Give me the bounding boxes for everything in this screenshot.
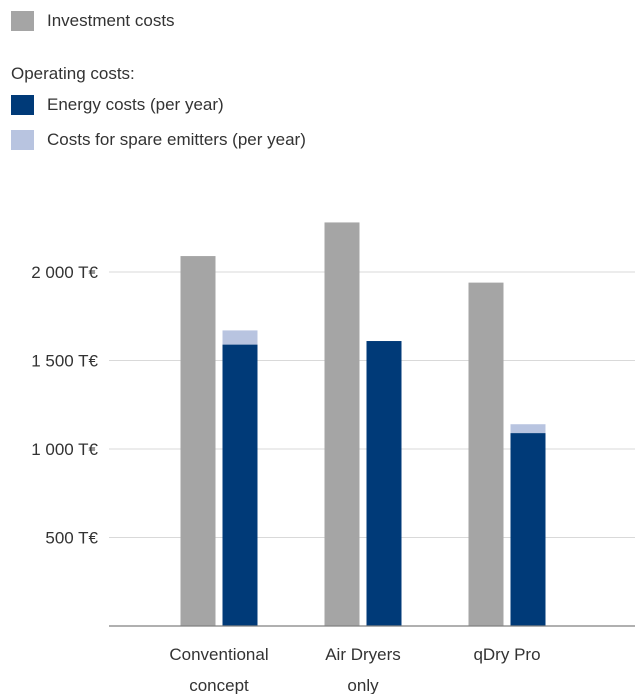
bar-spare-emitters (510, 424, 546, 434)
x-category-label: only (347, 676, 379, 694)
y-tick-label: 1 000 T€ (31, 440, 98, 459)
bar-investment (180, 256, 216, 626)
energy-swatch (11, 95, 34, 115)
x-category-label: concept (189, 676, 249, 694)
legend-item-energy: Energy costs (per year) (11, 93, 224, 117)
bar-spare-emitters (222, 330, 258, 345)
x-category-label: Air Dryers (325, 645, 401, 664)
y-tick-label: 2 000 T€ (31, 263, 98, 282)
bar-investment (468, 282, 504, 626)
bar-energy (222, 344, 258, 626)
bar-energy (510, 433, 546, 626)
legend-label-spare: Costs for spare emitters (per year) (47, 130, 306, 149)
investment-swatch (11, 11, 34, 31)
y-tick-label: 500 T€ (45, 529, 98, 548)
x-category-label: Conventional (169, 645, 268, 664)
spare-swatch (11, 130, 34, 150)
legend-label-energy: Energy costs (per year) (47, 95, 224, 114)
bar-investment (324, 222, 360, 626)
legend-item-spare: Costs for spare emitters (per year) (11, 128, 306, 152)
x-category-label: qDry Pro (473, 645, 540, 664)
legend-item-investment: Investment costs (11, 9, 175, 33)
y-tick-label: 1 500 T€ (31, 352, 98, 371)
bar-energy (366, 341, 402, 626)
legend-label-investment: Investment costs (47, 11, 175, 30)
legend-operating-heading: Operating costs: (11, 64, 135, 83)
